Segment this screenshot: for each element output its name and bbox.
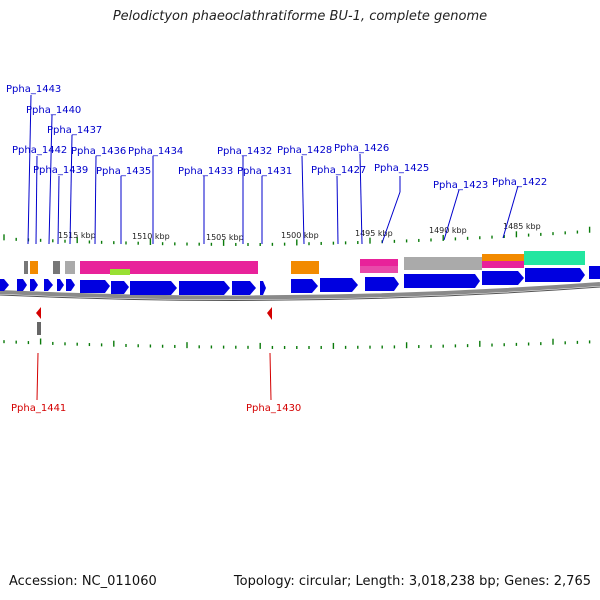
reverse-label-leaders [36, 352, 272, 401]
gene-label[interactable]: Ppha_1441 [11, 403, 66, 414]
kbp-label-1490: 1490 kbp [429, 226, 467, 235]
genome-backbone-shadow [0, 286, 600, 301]
forward-label-leaders [27, 94, 519, 245]
cog-block[interactable] [110, 269, 130, 275]
gene-label[interactable]: Ppha_1435 [96, 166, 151, 177]
gene-label[interactable]: Ppha_1442 [12, 145, 67, 156]
gene-label[interactable]: Ppha_1440 [26, 105, 81, 116]
gene-arrow-forward[interactable] [80, 280, 110, 293]
cog-block[interactable] [65, 261, 75, 274]
cog-block[interactable] [30, 261, 38, 274]
cog-block[interactable] [524, 251, 585, 265]
gene-label[interactable]: Ppha_1434 [128, 146, 183, 157]
cog-block[interactable] [53, 261, 60, 274]
gene-arrow-forward[interactable] [30, 279, 38, 291]
gene-arrow-forward[interactable] [232, 281, 256, 295]
gene-label[interactable]: Ppha_1431 [237, 166, 292, 177]
gene-label[interactable]: Ppha_1425 [374, 163, 429, 174]
tick-row-bottom [3, 338, 591, 349]
kbp-label-1515: 1515 kbp [58, 231, 96, 240]
gene-label[interactable]: Ppha_1439 [33, 165, 88, 176]
forward-gene-track [0, 266, 600, 295]
gene-label[interactable]: Ppha_1433 [178, 166, 233, 177]
gene-arrow-forward[interactable] [44, 279, 53, 291]
cog-block[interactable] [178, 261, 232, 274]
cog-block[interactable] [404, 257, 482, 270]
cog-block[interactable] [24, 261, 28, 274]
gene-arrow-forward[interactable] [482, 271, 524, 285]
map-title: Pelodictyon phaeoclathratiforme BU-1, co… [112, 9, 488, 24]
cog-block[interactable] [360, 259, 398, 266]
gene-arrow-forward[interactable] [111, 281, 129, 294]
gene-label[interactable]: Ppha_1436 [71, 146, 126, 157]
cog-block[interactable] [232, 261, 258, 274]
tick-row-top [3, 226, 591, 246]
cog-block[interactable] [110, 261, 130, 269]
gene-label[interactable]: Ppha_1427 [311, 165, 366, 176]
reverse-gene-labels: Ppha_1441 Ppha_1430 [11, 403, 301, 414]
gene-arrow-forward[interactable] [130, 281, 177, 295]
gene-arrow-forward[interactable] [404, 274, 480, 288]
gene-arrow-forward[interactable] [320, 278, 358, 292]
kbp-label-1495: 1495 kbp [355, 229, 393, 238]
cog-block[interactable] [482, 261, 524, 268]
gene-label[interactable]: Ppha_1443 [6, 84, 61, 95]
cog-block[interactable] [130, 261, 178, 274]
gene-arrow-forward[interactable] [66, 279, 75, 291]
gene-label[interactable]: Ppha_1428 [277, 145, 332, 156]
accession-text: Accession: NC_011060 [9, 574, 157, 589]
cog-block[interactable] [37, 322, 41, 335]
gene-arrow-reverse[interactable] [36, 307, 41, 319]
gene-label[interactable]: Ppha_1426 [334, 143, 389, 154]
gene-arrow-forward[interactable] [365, 277, 399, 291]
gene-arrow-forward[interactable] [179, 281, 230, 295]
gene-arrow-forward[interactable] [260, 281, 266, 295]
gene-label[interactable]: Ppha_1423 [433, 180, 488, 191]
gene-arrow-forward[interactable] [589, 266, 600, 279]
cog-block[interactable] [482, 254, 524, 261]
gene-arrow-forward[interactable] [525, 268, 585, 282]
gene-arrow-forward[interactable] [57, 279, 64, 291]
cog-block[interactable] [80, 261, 110, 274]
kbp-label-1485: 1485 kbp [503, 222, 541, 231]
kbp-label-1505: 1505 kbp [206, 233, 244, 242]
gene-arrow-forward[interactable] [291, 279, 318, 293]
summary-text: Topology: circular; Length: 3,018,238 bp… [233, 574, 591, 589]
reverse-gene-track [36, 307, 272, 335]
cog-track [24, 251, 585, 275]
kbp-label-1510: 1510 kbp [132, 232, 170, 241]
gene-label[interactable]: Ppha_1437 [47, 125, 102, 136]
gene-label[interactable]: Ppha_1432 [217, 146, 272, 157]
gene-label[interactable]: Ppha_1430 [246, 403, 301, 414]
gene-label[interactable]: Ppha_1422 [492, 177, 547, 188]
kbp-label-1500: 1500 kbp [281, 231, 319, 240]
gene-arrow-reverse[interactable] [267, 307, 272, 320]
forward-gene-labels: Ppha_1443 Ppha_1440 Ppha_1437 Ppha_1442 … [6, 84, 547, 191]
cog-block[interactable] [360, 266, 398, 273]
cog-block[interactable] [291, 261, 319, 274]
genome-backbone [0, 282, 600, 300]
gene-arrow-forward[interactable] [0, 279, 9, 291]
gene-arrow-forward[interactable] [17, 279, 27, 291]
